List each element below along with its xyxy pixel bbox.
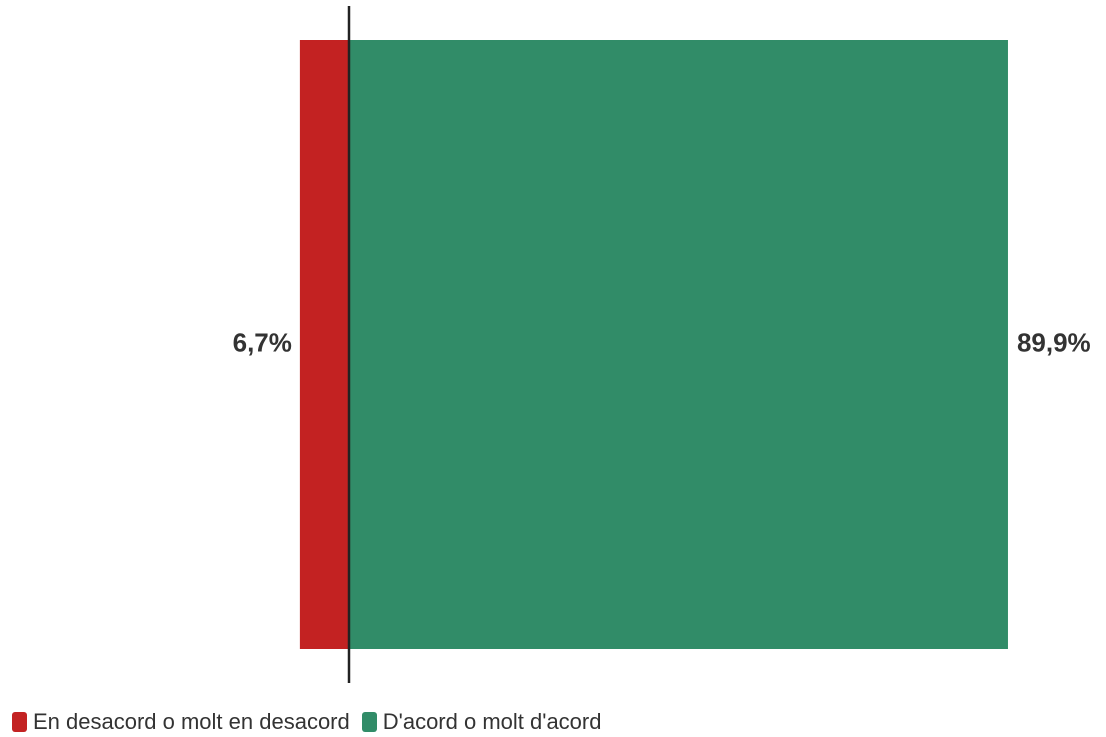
legend-swatch-d-acord	[361, 712, 377, 732]
data-label-d-acord: 89,9%	[1017, 327, 1091, 357]
bar-en-desacord	[299, 40, 349, 649]
legend-label-d-acord: D'acord o molt d'acord	[382, 709, 602, 734]
chart-plot: 6,7% 89,9%	[233, 6, 1091, 683]
bar-d-acord	[349, 40, 1008, 649]
legend-item-en-desacord: En desacord o molt en desacord	[12, 709, 350, 735]
legend-swatch-en-desacord	[12, 712, 27, 732]
data-label-en-desacord: 6,7%	[233, 327, 292, 357]
chart-legend: En desacord o molt en desacord D'acord o…	[12, 709, 601, 735]
legend-label-en-desacord: En desacord o molt en desacord	[33, 709, 350, 734]
legend-item-d-acord: D'acord o molt d'acord	[361, 709, 602, 735]
